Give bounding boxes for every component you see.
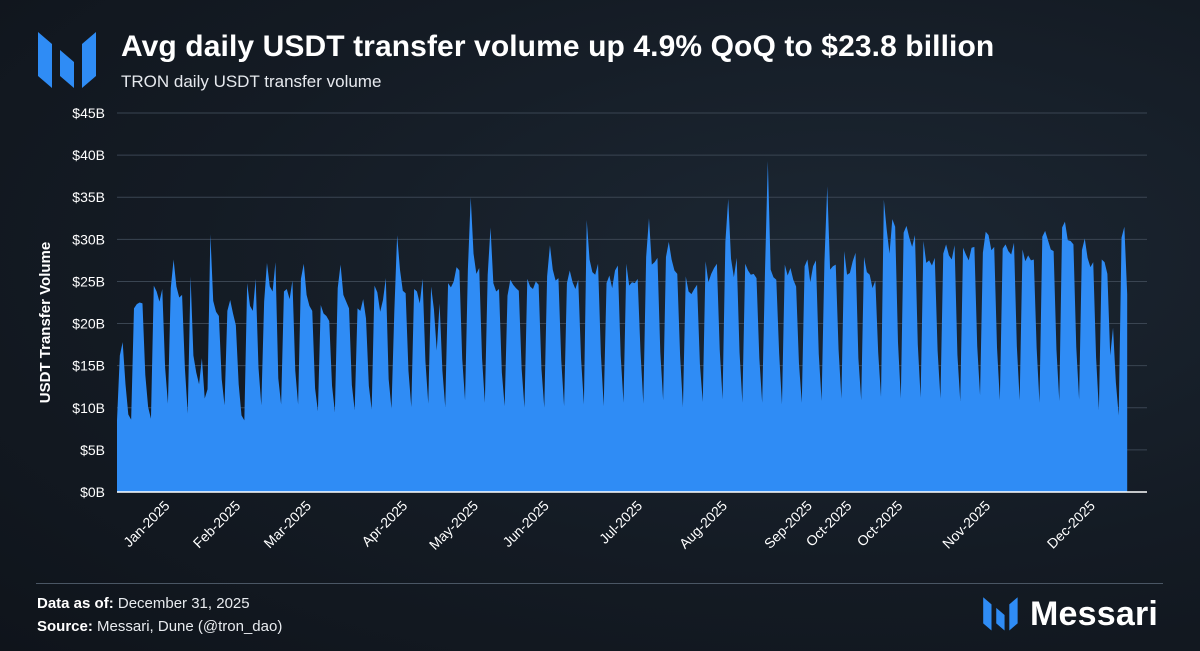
x-tick-label: Oct-2025	[854, 497, 906, 549]
messari-logo-icon	[983, 596, 1018, 630]
chart-subtitle: TRON daily USDT transfer volume	[121, 72, 382, 91]
x-tick-label: Apr-2025	[358, 497, 410, 549]
messari-logo-icon	[38, 32, 96, 88]
x-tick-label: Jul-2025	[596, 497, 645, 546]
x-tick-label: Mar-2025	[260, 497, 314, 551]
brand: Messari	[982, 595, 1158, 634]
y-tick-label: $0B	[80, 484, 105, 500]
series-area	[117, 161, 1128, 492]
data-as-of-value: December 31, 2025	[117, 595, 250, 612]
x-tick-label: Jan-2025	[120, 497, 173, 550]
x-tick-label: Feb-2025	[190, 497, 244, 551]
x-tick-label: Dec-2025	[1044, 497, 1098, 551]
source-value: Messari, Dune (@tron_dao)	[97, 618, 283, 635]
y-tick-label: $10B	[72, 400, 105, 416]
y-tick-label: $20B	[72, 316, 105, 332]
brand-name: Messari	[1030, 595, 1159, 633]
y-tick-label: $45B	[72, 105, 105, 121]
y-tick-label: $35B	[72, 189, 105, 205]
y-axis-label: USDT Transfer Volume	[37, 242, 54, 403]
chart-title: Avg daily USDT transfer volume up 4.9% Q…	[121, 30, 995, 63]
source-label: Source:	[37, 618, 93, 635]
footer-divider	[36, 583, 1163, 584]
messari-logo	[36, 30, 100, 99]
x-tick-label: Aug-2025	[676, 497, 730, 551]
x-tick-label: May-2025	[426, 497, 481, 552]
y-tick-label: $40B	[72, 147, 105, 163]
x-tick-label: Nov-2025	[939, 497, 993, 551]
source: Source: Messari, Dune (@tron_dao)	[37, 618, 282, 635]
usdt-volume-chart: $0B $5B $10B $15B $20B $25B $30B $35B $40B $45B J…	[37, 105, 1147, 552]
data-as-of-label: Data as of:	[37, 595, 114, 612]
data-as-of: Data as of: December 31, 2025	[37, 595, 250, 612]
y-tick-label: $30B	[72, 231, 105, 247]
x-tick-label: Jun-2025	[499, 497, 552, 550]
y-tick-label: $25B	[72, 273, 105, 289]
y-tick-label: $5B	[80, 442, 105, 458]
y-tick-label: $15B	[72, 358, 105, 374]
